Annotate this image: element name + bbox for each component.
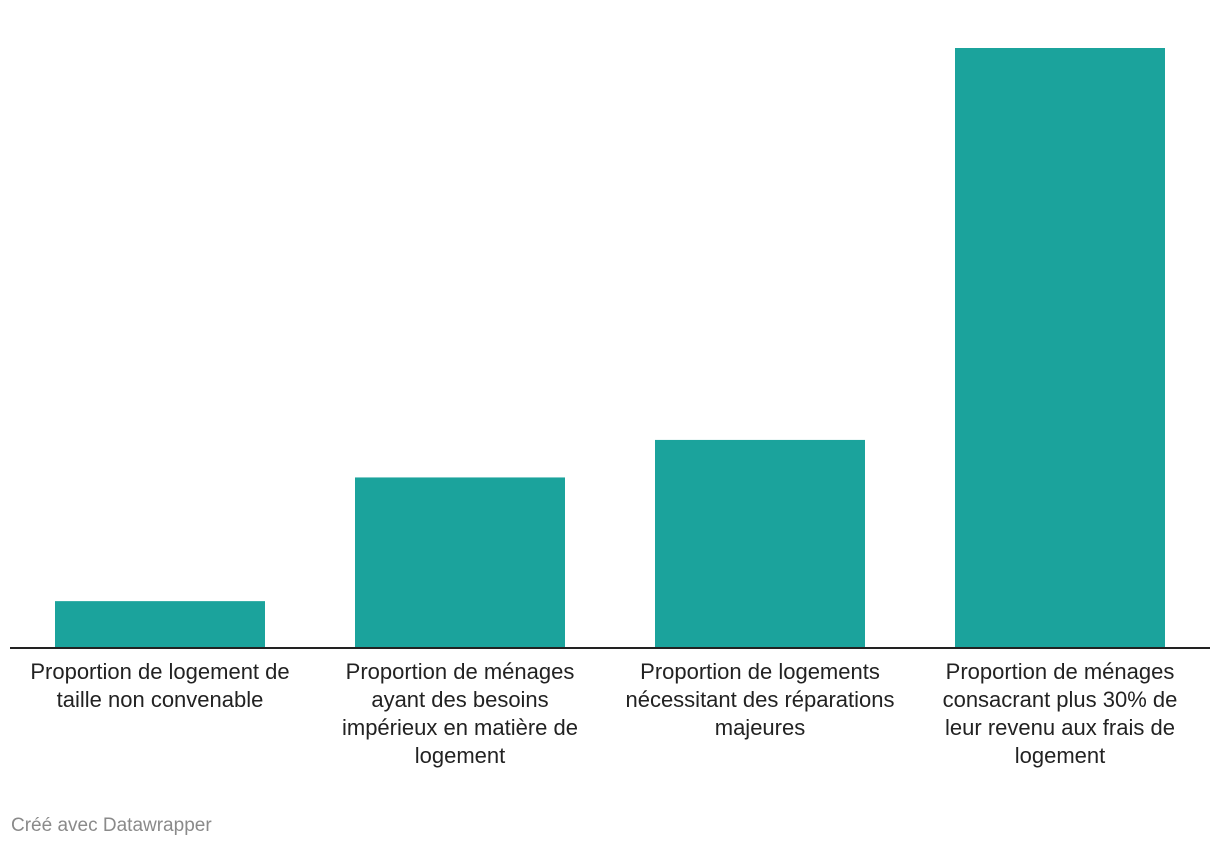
bar-1	[55, 601, 265, 647]
category-label-1: Proportion de logement de taille non con…	[30, 659, 290, 712]
bar-3	[655, 439, 865, 647]
bar-4	[955, 48, 1165, 647]
credit-footer: Créé avec Datawrapper	[11, 815, 212, 836]
category-label-3: Proportion de logements nécessitant des …	[625, 659, 895, 740]
bars-group	[55, 48, 1165, 647]
category-label-2: Proportion de ménages ayant des besoins …	[341, 659, 578, 768]
category-label-4: Proportion de ménages consacrant plus 30…	[942, 659, 1178, 768]
bar-2	[355, 477, 565, 647]
